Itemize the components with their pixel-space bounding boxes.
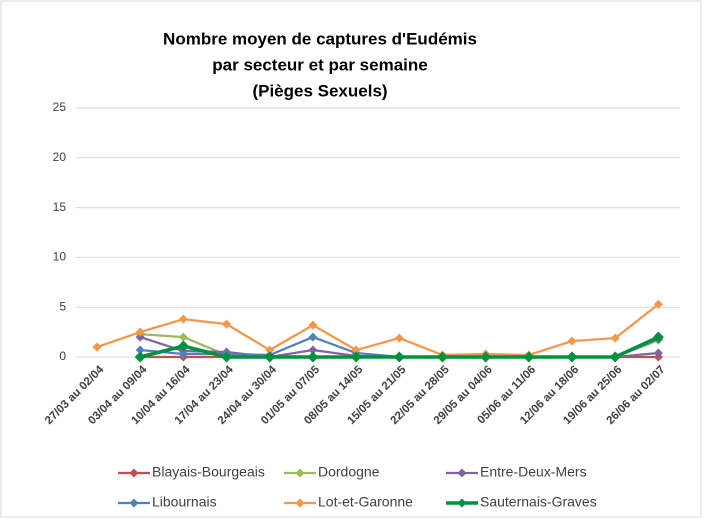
data-point — [393, 351, 405, 363]
data-point — [178, 349, 188, 359]
data-point — [394, 333, 404, 343]
data-point — [135, 332, 145, 342]
data-point — [177, 340, 189, 352]
data-point — [653, 299, 663, 309]
data-point — [222, 319, 232, 329]
data-point — [308, 332, 318, 342]
data-point — [178, 332, 188, 342]
data-point — [566, 351, 578, 363]
legend-marker — [457, 498, 467, 508]
data-point — [653, 348, 663, 358]
data-point — [351, 345, 361, 355]
data-point — [134, 351, 146, 363]
data-point — [567, 336, 577, 346]
data-point — [135, 327, 145, 337]
chart-title: Nombre moyen de captures d'Eudémis — [163, 29, 477, 48]
data-point — [308, 320, 318, 330]
y-tick-label: 20 — [53, 150, 67, 164]
data-point — [609, 351, 621, 363]
legend-label: Sauternais-Graves — [480, 494, 597, 510]
data-point — [307, 351, 319, 363]
legend-label: Lot-et-Garonne — [318, 494, 413, 510]
data-point — [308, 345, 318, 355]
data-point — [135, 345, 145, 355]
data-point — [523, 351, 535, 363]
y-tick-label: 15 — [53, 200, 67, 214]
legend-label: Entre-Deux-Mers — [480, 464, 587, 480]
y-tick-label: 10 — [53, 250, 67, 264]
legend-marker — [295, 498, 305, 508]
data-point — [264, 351, 276, 363]
legend-label: Libournais — [152, 494, 217, 510]
y-tick-label: 5 — [59, 299, 66, 313]
data-point — [265, 345, 275, 355]
legend-marker — [295, 468, 305, 478]
legend-marker — [129, 498, 139, 508]
legend-label: Dordogne — [318, 464, 380, 480]
data-point — [350, 351, 362, 363]
chart-title: (Pièges Sexuels) — [252, 81, 387, 100]
chart-title: par secteur et par semaine — [212, 55, 427, 74]
data-point — [178, 314, 188, 324]
legend-marker — [129, 468, 139, 478]
data-point — [610, 333, 620, 343]
data-point — [221, 351, 233, 363]
data-point — [436, 351, 448, 363]
legend-marker — [457, 468, 467, 478]
y-tick-label: 25 — [53, 100, 67, 114]
legend-label: Blayais-Bourgeais — [152, 464, 265, 480]
data-point — [92, 342, 102, 352]
data-point — [652, 331, 664, 343]
y-tick-label: 0 — [59, 349, 66, 363]
data-point — [480, 351, 492, 363]
series-line — [96, 303, 660, 357]
